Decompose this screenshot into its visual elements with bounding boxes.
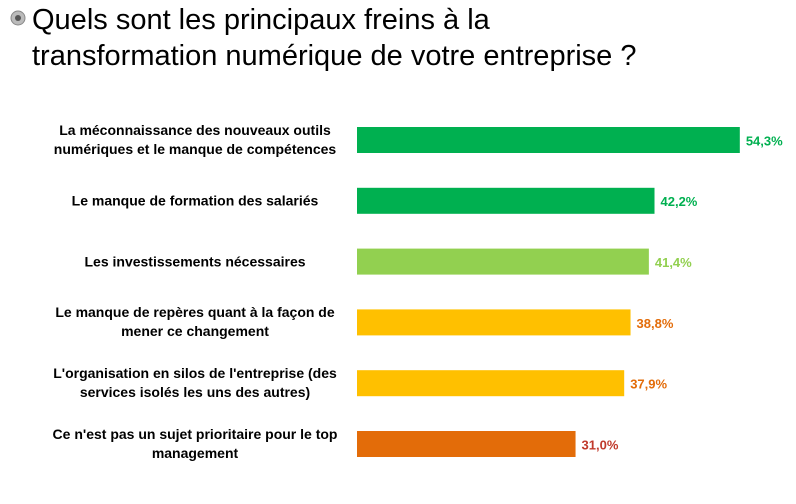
value-label: 37,9% <box>630 377 667 392</box>
bar <box>357 309 631 336</box>
chart-title: Quels sont les principaux freins à la tr… <box>32 4 637 72</box>
bar <box>357 248 649 275</box>
value-label: 31,0% <box>582 437 619 452</box>
category-label: La méconnaissance des nouveaux outils nu… <box>53 122 337 157</box>
category-label: Les investissements nécessaires <box>84 253 306 270</box>
category-label: Le manque de repères quant à la façon de… <box>55 304 335 340</box>
value-label: 42,2% <box>661 194 698 209</box>
category-label: Ce n'est pas un sujet prioritaire pour l… <box>52 426 338 461</box>
value-label: 41,4% <box>655 255 692 270</box>
icon-dot <box>15 15 21 21</box>
bar <box>357 187 655 214</box>
value-label: 54,3% <box>746 133 783 148</box>
bar <box>357 370 625 397</box>
category-label: Le manque de formation des salariés <box>71 192 319 209</box>
category-label: L'organisation en silos de l'entreprise … <box>53 365 337 401</box>
bar <box>357 127 740 153</box>
bar <box>357 431 576 457</box>
value-label: 38,8% <box>637 316 674 331</box>
